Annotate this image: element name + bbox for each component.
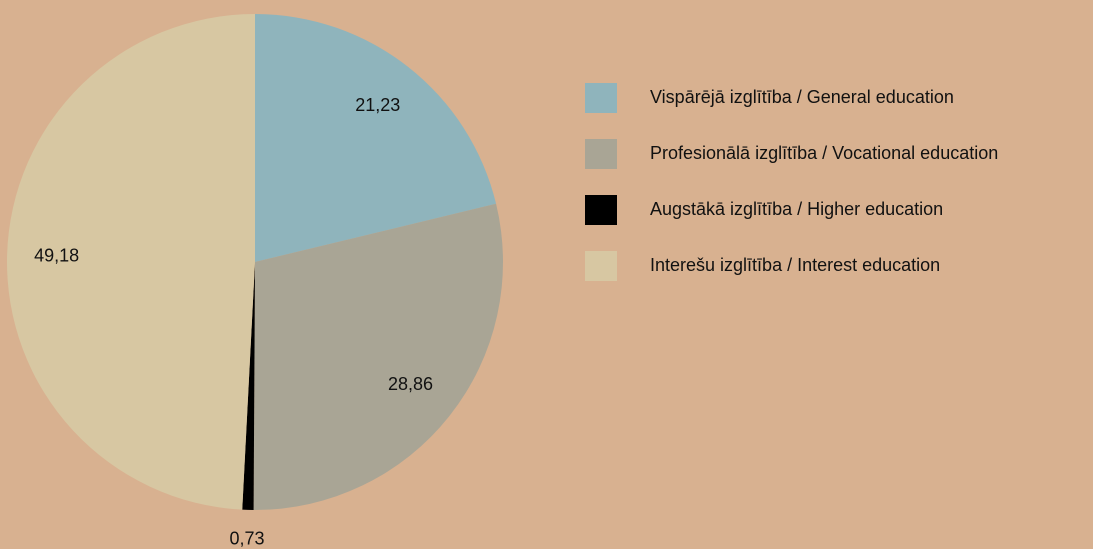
pie-slice — [7, 14, 255, 510]
data-label: 28,86 — [388, 374, 433, 394]
data-label: 0,73 — [230, 528, 265, 548]
legend-swatch — [585, 83, 617, 113]
data-label: 21,23 — [355, 95, 400, 115]
pie-slice — [255, 14, 497, 262]
data-label: 49,18 — [34, 246, 79, 266]
pie-slice — [253, 203, 503, 511]
legend-label: Vispārējā izglītība / General education — [650, 87, 954, 107]
legend-label: Interešu izglītība / Interest education — [650, 255, 940, 275]
legend-swatch — [585, 251, 617, 281]
pie-slice — [242, 262, 255, 510]
legend-label: Augstākā izglītība / Higher education — [650, 199, 943, 219]
legend-label: Profesionālā izglītība / Vocational educ… — [650, 143, 998, 163]
legend-swatch — [585, 195, 617, 225]
legend-swatch — [585, 139, 617, 169]
